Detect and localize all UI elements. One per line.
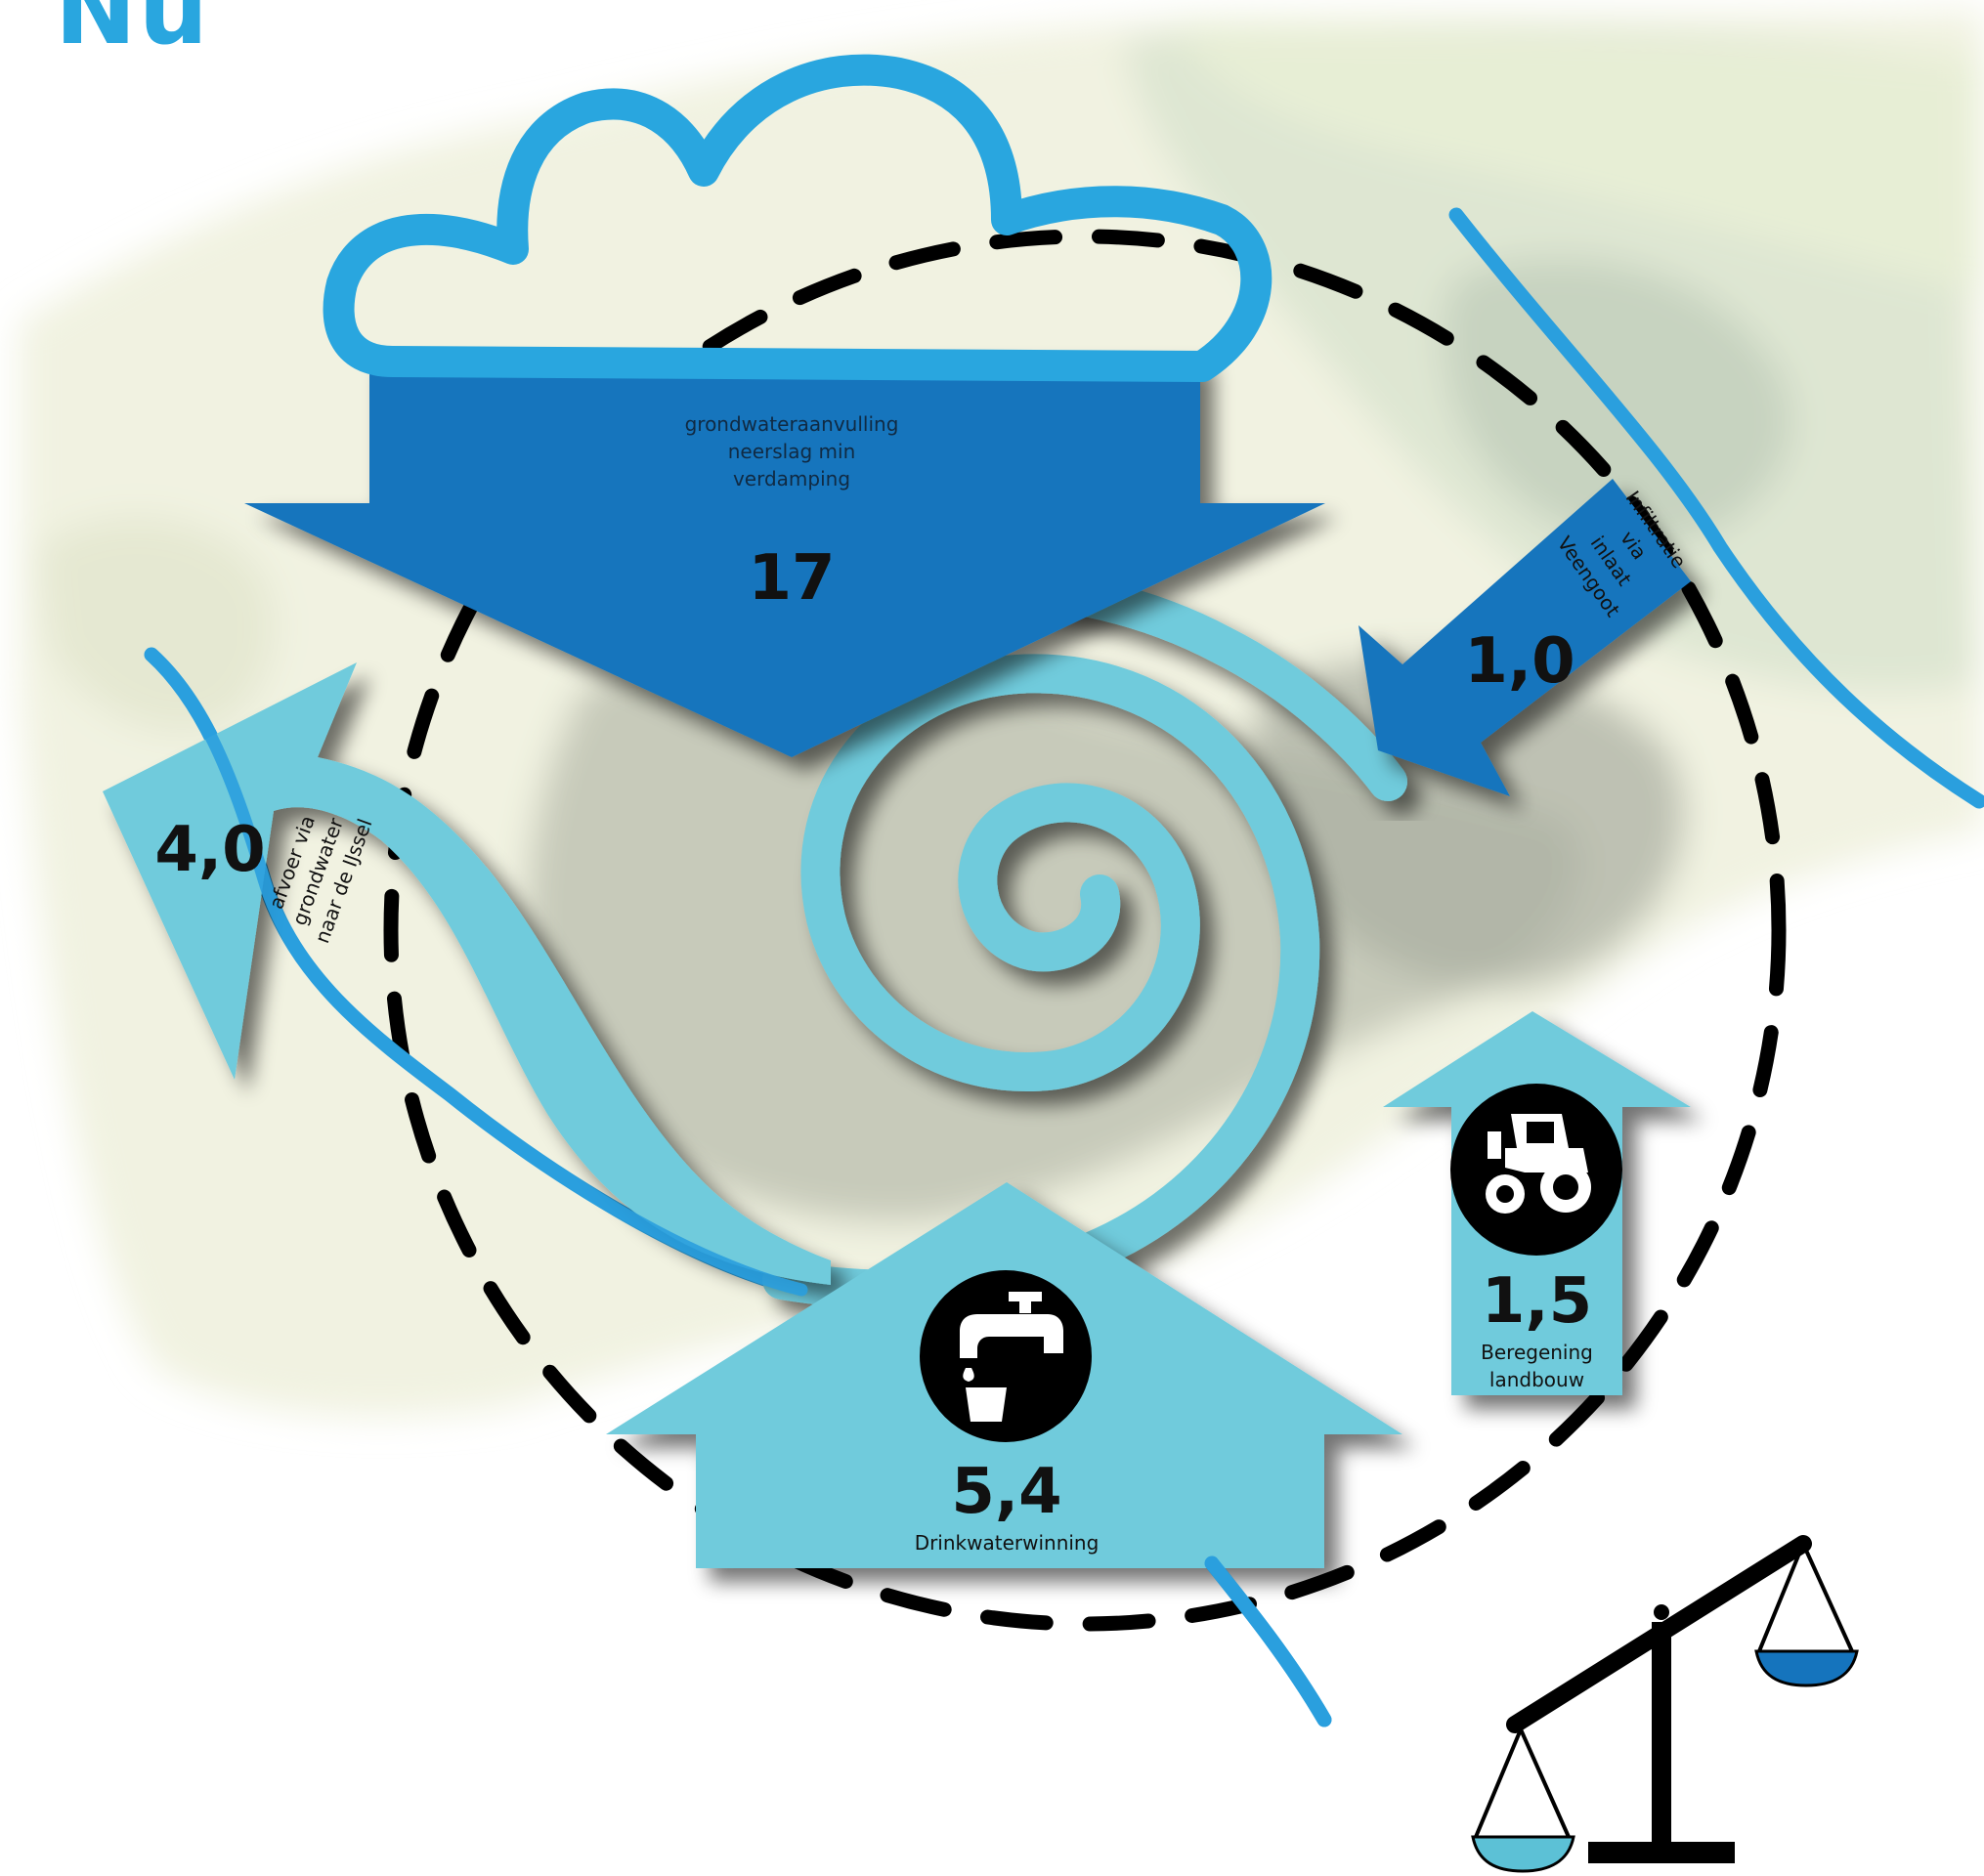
irrigation-label-line: Beregening <box>1481 1341 1593 1364</box>
water-tap-icon <box>920 1270 1092 1442</box>
recharge-label-line: neerslag min <box>727 440 856 463</box>
spiral-icon <box>762 654 1320 1309</box>
river-line <box>1448 207 1984 809</box>
infiltration-value: 1,0 <box>1464 625 1575 698</box>
recharge-label: grondwateraanvulling neerslag min verdam… <box>625 410 958 492</box>
irrigation-value: 1,5 <box>1481 1265 1593 1338</box>
tractor-icon <box>1450 1084 1622 1256</box>
discharge-value: 4,0 <box>154 814 266 886</box>
drinking-water-label: Drinkwaterwinning <box>914 1531 1100 1555</box>
drinking-water-value: 5,4 <box>951 1456 1062 1528</box>
page-title: Nu <box>55 0 210 66</box>
river-line <box>1204 1556 1332 1727</box>
recharge-arrow <box>244 354 1325 757</box>
irrigation-label-line: landbouw <box>1488 1368 1585 1391</box>
recharge-value: 17 <box>748 542 836 615</box>
system-boundary-dashed-circle <box>383 229 1787 1632</box>
recharge-label-line: grondwateraanvulling <box>684 412 899 436</box>
infiltration-arrow <box>1359 479 1691 796</box>
discharge-arrow <box>103 662 831 1285</box>
recharge-label-line: verdamping <box>732 467 851 490</box>
river-line <box>145 648 808 1297</box>
cloud-icon <box>323 54 1272 382</box>
irrigation-label: Beregening landbouw <box>1451 1339 1622 1393</box>
balance-scale-icon <box>1471 1535 1859 1873</box>
